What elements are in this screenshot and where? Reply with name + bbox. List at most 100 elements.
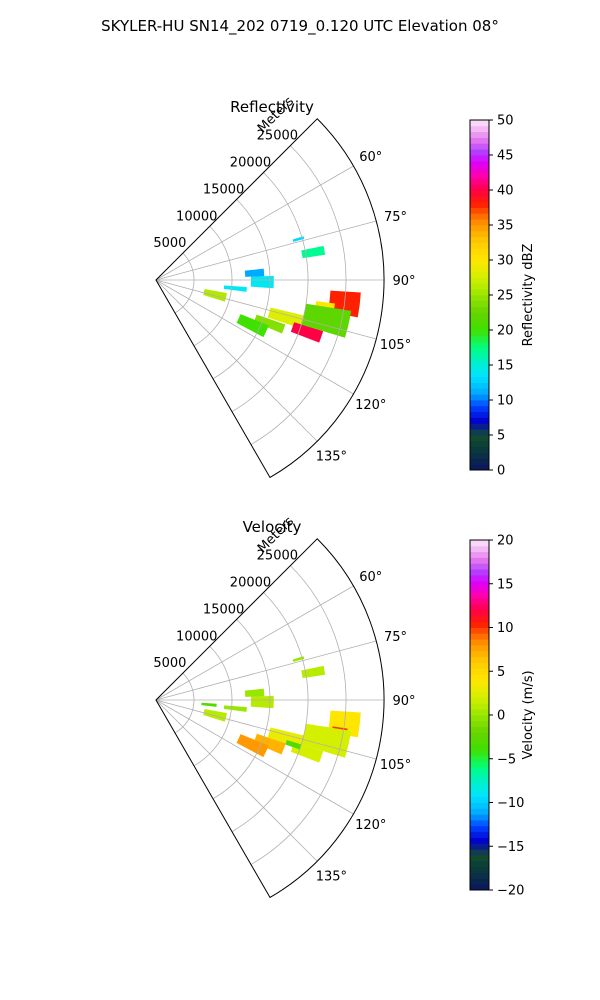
colorbar-step	[470, 318, 489, 325]
colorbar-tick-label: 20	[497, 324, 514, 339]
colorbar-step	[470, 283, 489, 290]
azimuth-spoke	[155, 220, 377, 281]
colorbar-tick-label: 40	[497, 184, 514, 199]
colorbar-step	[470, 779, 489, 786]
colorbar-label: Reflectivity dBZ	[521, 244, 536, 347]
colorbar-step	[470, 370, 489, 378]
colorbar-step	[470, 417, 489, 424]
colorbar-step	[470, 814, 489, 821]
azimuth-spoke	[155, 279, 318, 442]
range-ring	[174, 672, 195, 734]
colorbar-step	[470, 627, 489, 634]
colorbar-tick-label: 25	[497, 289, 514, 304]
colorbar-step	[470, 645, 489, 652]
colorbar-step	[470, 808, 489, 815]
colorbar-step	[470, 563, 489, 570]
colorbar-step	[470, 790, 489, 798]
colorbar-step	[470, 604, 489, 611]
colorbar-step	[470, 411, 489, 418]
colorbar-step	[470, 750, 489, 757]
colorbar-step	[470, 440, 489, 448]
colorbar-step	[470, 580, 489, 588]
echo-cell	[292, 236, 305, 242]
colorbar-tick-label: 20	[497, 534, 514, 549]
range-ring	[174, 252, 195, 314]
colorbar-step	[470, 172, 489, 179]
colorbar-step	[470, 860, 489, 868]
azimuth-spoke	[155, 699, 377, 760]
colorbar-step	[470, 306, 489, 313]
azimuth-spoke	[155, 279, 354, 395]
colorbar-tick-label: 45	[497, 149, 514, 164]
colorbar-step	[470, 458, 489, 465]
colorbar-step	[470, 610, 489, 617]
colorbar-step	[470, 668, 489, 675]
colorbar-step	[470, 388, 489, 395]
range-ring	[250, 145, 347, 445]
colorbar-step	[470, 884, 489, 891]
range-tick-label: 20000	[230, 156, 271, 171]
colorbar-tick-label: −10	[497, 796, 524, 811]
echo-layer	[201, 656, 361, 763]
colorbar-tick-label: −20	[497, 884, 524, 899]
echo-cell	[244, 268, 265, 277]
colorbar-step	[470, 446, 489, 453]
colorbar-step	[470, 796, 489, 803]
colorbar-step	[470, 271, 489, 278]
range-ring	[250, 565, 347, 865]
range-ring	[231, 592, 309, 832]
azimuth-tick-label: 90°	[392, 694, 415, 709]
echo-cell	[236, 734, 269, 758]
colorbar-step	[470, 195, 489, 203]
colorbar-step	[470, 639, 489, 646]
colorbar-step	[470, 120, 489, 127]
echo-cell	[290, 322, 324, 343]
colorbar-tick-label: −15	[497, 840, 524, 855]
azimuth-tick-label: 60°	[359, 570, 382, 585]
range-ring	[193, 225, 233, 347]
azimuth-tick-label: 120°	[355, 398, 386, 413]
sector-frame	[155, 538, 385, 899]
echo-cell	[250, 695, 274, 709]
colorbar-step	[470, 633, 489, 640]
range-ring	[193, 645, 233, 767]
azimuth-tick-label: 75°	[384, 630, 407, 645]
echo-cell	[301, 665, 326, 679]
range-tick-label: 25000	[257, 549, 298, 564]
colorbar-step	[470, 452, 489, 459]
colorbar: 0 5 10 15 20 25 30 35 40 45 50 Reflectivity dBZ	[469, 114, 536, 479]
colorbar-step	[470, 429, 489, 436]
colorbar-step	[470, 149, 489, 156]
colorbar-step	[470, 382, 489, 389]
colorbar-tick-label: 5	[497, 665, 505, 680]
echo-cell	[223, 705, 247, 712]
colorbar-step	[470, 236, 489, 243]
colorbar-step	[470, 761, 489, 768]
colorbar-step	[470, 738, 489, 745]
range-tick-label: 10000	[176, 209, 217, 224]
colorbar-step	[470, 324, 489, 331]
range-tick-label: 5000	[153, 656, 186, 671]
colorbar-step	[470, 330, 489, 337]
colorbar-step	[470, 592, 489, 599]
colorbar-step	[470, 230, 489, 238]
sector-frame	[155, 118, 385, 479]
azimuth-spoke	[155, 640, 377, 701]
panel-title: Reflectivity	[230, 98, 314, 116]
colorbar-step	[470, 831, 489, 838]
range-tick-label: 10000	[176, 629, 217, 644]
colorbar-step	[470, 662, 489, 669]
colorbar-step	[470, 184, 489, 191]
colorbar-step	[470, 265, 489, 273]
colorbar-step	[470, 394, 489, 401]
colorbar-step	[470, 650, 489, 658]
echo-cell	[203, 289, 227, 302]
azimuth-spoke	[155, 165, 354, 281]
colorbar-step	[470, 569, 489, 576]
colorbar-step	[470, 213, 489, 220]
colorbar-step	[470, 347, 489, 354]
azimuth-spoke	[155, 699, 354, 815]
reflectivity-panel: 500010000150002000025000Meters60°75°90°1…	[153, 94, 536, 479]
colorbar-step	[470, 277, 489, 284]
